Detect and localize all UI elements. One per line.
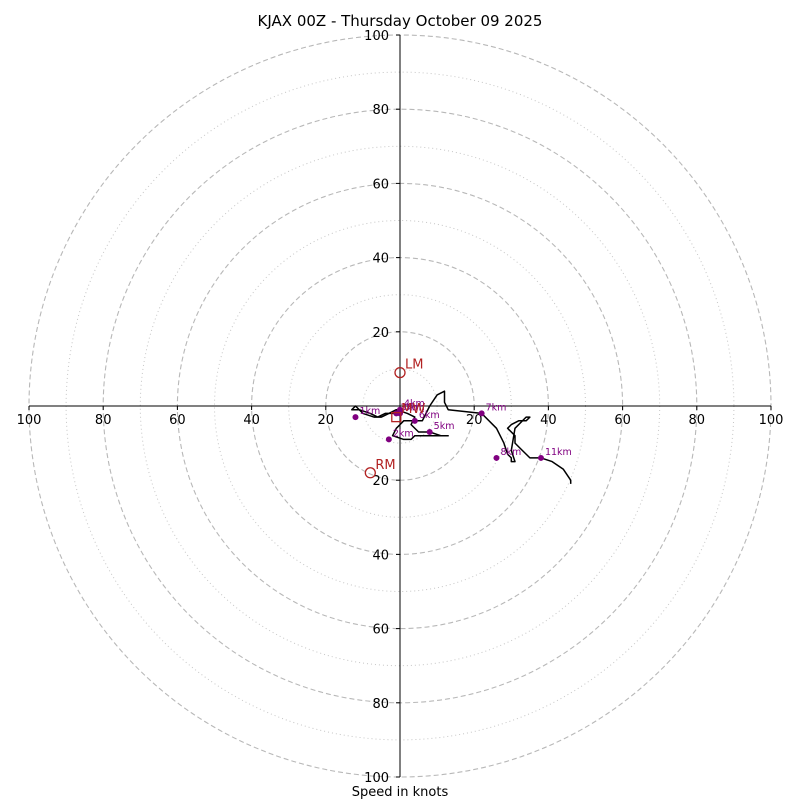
height-marker-dot [478, 410, 485, 417]
height-marker-dot [493, 454, 500, 461]
x-tick-label: 80 [689, 413, 706, 428]
y-tick-label: 40 [372, 252, 389, 267]
height-marker-label: 4km [404, 399, 425, 410]
storm-motion-label: MW [401, 402, 425, 417]
axes [29, 35, 771, 777]
y-tick-label: 100 [364, 771, 389, 786]
height-marker-label: 7km [486, 402, 507, 413]
height-marker-label: 0km [404, 402, 425, 413]
tick-labels: 100 80 60 40 20 20 40 60 80 100 100 80 60 40 20 20 40 60 8… [17, 29, 784, 786]
x-tick-label: 100 [759, 413, 784, 428]
x-tick-label: 40 [243, 413, 260, 428]
mean-wind-marker [391, 411, 402, 423]
height-marker-label: 8km [500, 447, 521, 458]
x-tick-label: 20 [318, 413, 335, 428]
height-marker-label: 2km [393, 428, 414, 439]
height-marker-dot [426, 428, 433, 435]
y-tick-label: 40 [372, 548, 389, 563]
height-marker-dot [393, 410, 400, 417]
storm-motion-marker [364, 467, 376, 479]
height-marker-label: 1km [359, 406, 380, 417]
x-tick-label: 80 [95, 413, 112, 428]
storm-motion-label: RM [375, 458, 395, 473]
x-tick-label: 60 [169, 413, 186, 428]
height-marker-label: 11km [545, 447, 572, 458]
x-tick-label: 60 [614, 413, 631, 428]
y-tick-label: 20 [372, 326, 389, 341]
chart-title: KJAX 00Z - Thursday October 09 2025 [258, 12, 543, 30]
y-tick-label: 100 [364, 29, 389, 44]
height-marker-label: 5km [434, 421, 455, 432]
storm-motion-marker [394, 366, 406, 379]
y-tick-label: 80 [372, 103, 389, 118]
height-marker-dot [397, 406, 403, 413]
height-marker-label: 3km [400, 402, 421, 413]
y-tick-label: 60 [372, 177, 389, 192]
x-axis-label: Speed in knots [352, 785, 449, 800]
height-marker-dot [385, 436, 392, 443]
height-marker-dot [352, 414, 359, 421]
y-tick-label: 80 [372, 697, 389, 712]
height-marker-dot [411, 417, 418, 424]
x-tick-label: 100 [17, 413, 42, 428]
y-tick-label: 60 [372, 623, 389, 638]
x-tick-label: 20 [466, 413, 483, 428]
height-marker-dot [537, 454, 544, 461]
height-marker-label: 6km [419, 410, 440, 421]
x-tick-label: 40 [540, 413, 557, 428]
storm-motion-label: LM [405, 358, 423, 373]
y-tick-label: 20 [372, 474, 389, 489]
storm-motion-markers: LM RM MW [364, 358, 426, 479]
